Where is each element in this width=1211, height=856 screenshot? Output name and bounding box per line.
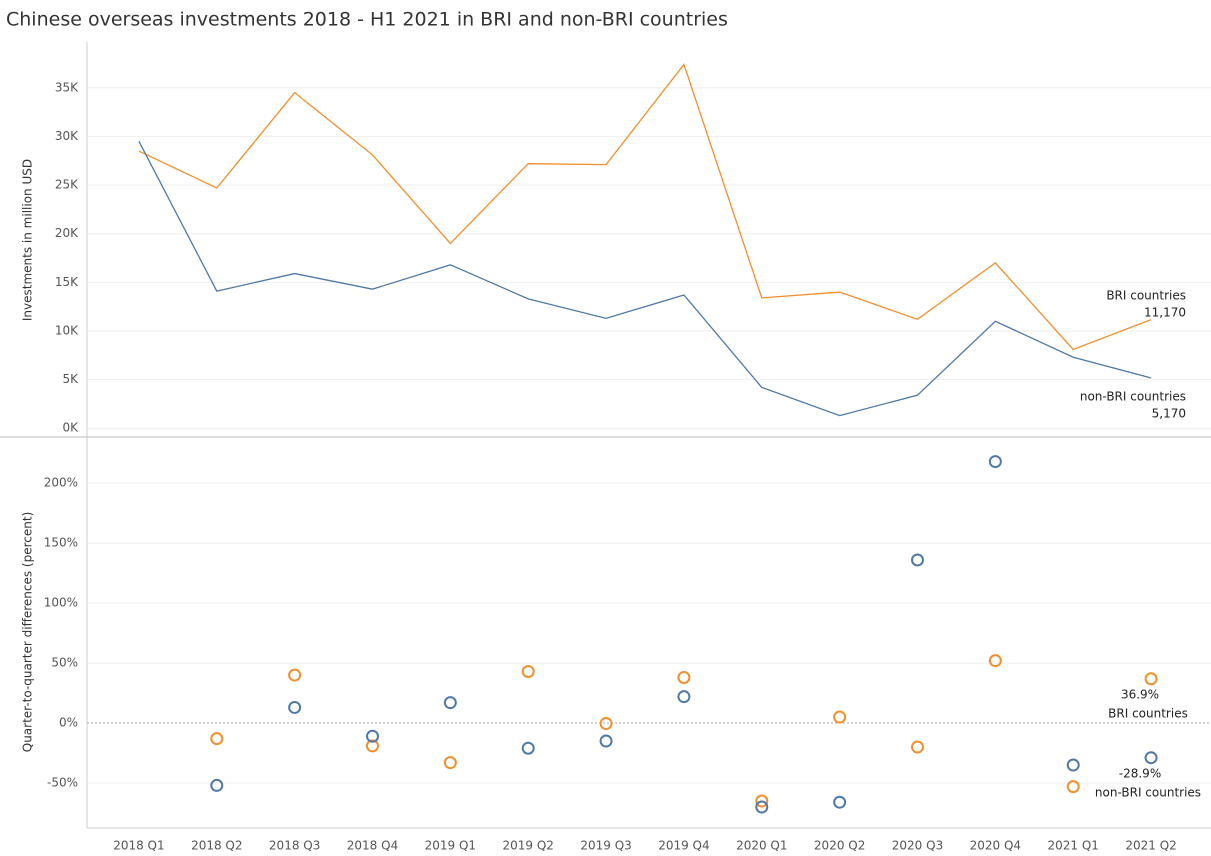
point <box>288 668 302 682</box>
point <box>755 794 769 808</box>
x-tick-label: 2018 Q1 <box>113 839 164 853</box>
y-tick-label: 0% <box>59 716 78 730</box>
y-tick-label: 5K <box>62 372 79 386</box>
y-tick-label: 150% <box>44 536 78 550</box>
y-tick-label: 35K <box>55 80 79 94</box>
x-tick-label: 2020 Q2 <box>814 839 865 853</box>
point <box>521 741 535 755</box>
point <box>755 800 769 814</box>
x-tick-label: 2020 Q4 <box>970 839 1021 853</box>
y-tick-label: 20K <box>55 226 79 240</box>
point <box>988 455 1002 469</box>
series-label: BRI countries <box>1106 289 1186 303</box>
point <box>288 700 302 714</box>
point <box>988 654 1002 668</box>
y-tick-label: 50% <box>51 656 78 670</box>
point <box>911 553 924 567</box>
point <box>599 734 613 748</box>
value-label: -28.9% <box>1119 767 1161 781</box>
point <box>599 717 613 731</box>
y-tick-label: 15K <box>55 275 79 289</box>
series-label: BRI countries <box>1108 707 1188 721</box>
point <box>443 696 457 710</box>
point <box>366 739 379 753</box>
x-tick-label: 2018 Q4 <box>347 839 398 853</box>
value-label: 11,170 <box>1144 306 1186 320</box>
point <box>677 690 691 704</box>
line <box>138 63 1152 351</box>
value-label: 5,170 <box>1152 407 1186 421</box>
point <box>1144 672 1158 686</box>
y-axis-label: Quarter-to-quarter differences (percent) <box>21 512 35 753</box>
x-tick-label: 2018 Q2 <box>191 839 242 853</box>
x-tick-label: 2019 Q4 <box>658 839 709 853</box>
point <box>677 670 691 684</box>
point <box>366 729 379 743</box>
y-tick-label: -50% <box>47 776 78 790</box>
point <box>210 778 224 792</box>
point <box>443 756 457 770</box>
y-tick-label: 100% <box>44 596 78 610</box>
point <box>521 664 535 678</box>
x-tick-label: 2020 Q1 <box>736 839 787 853</box>
point <box>833 710 847 724</box>
point <box>911 740 924 754</box>
x-tick-label: 2018 Q3 <box>269 839 320 853</box>
y-tick-label: 30K <box>55 129 79 143</box>
value-label: 36.9% <box>1121 688 1159 702</box>
y-tick-label: 0K <box>62 421 79 435</box>
line <box>138 140 1152 417</box>
y-tick-label: 25K <box>55 178 79 192</box>
x-tick-label: 2020 Q3 <box>892 839 943 853</box>
point <box>210 732 224 746</box>
y-tick-label: 200% <box>44 476 78 490</box>
y-axis-label: Investments in million USD <box>21 159 35 321</box>
point <box>1144 751 1158 765</box>
chart-title: Chinese overseas investments 2018 - H1 2… <box>6 9 728 31</box>
x-tick-label: 2021 Q2 <box>1125 839 1176 853</box>
x-tick-label: 2021 Q1 <box>1047 839 1098 853</box>
x-tick-label: 2019 Q1 <box>425 839 476 853</box>
point <box>1066 758 1080 772</box>
series-label: non-BRI countries <box>1080 390 1186 404</box>
x-tick-label: 2019 Q2 <box>502 839 553 853</box>
series-label: non-BRI countries <box>1095 786 1201 800</box>
x-tick-label: 2019 Q3 <box>580 839 631 853</box>
point <box>833 795 847 809</box>
point <box>1066 780 1080 794</box>
y-tick-label: 10K <box>55 323 79 337</box>
